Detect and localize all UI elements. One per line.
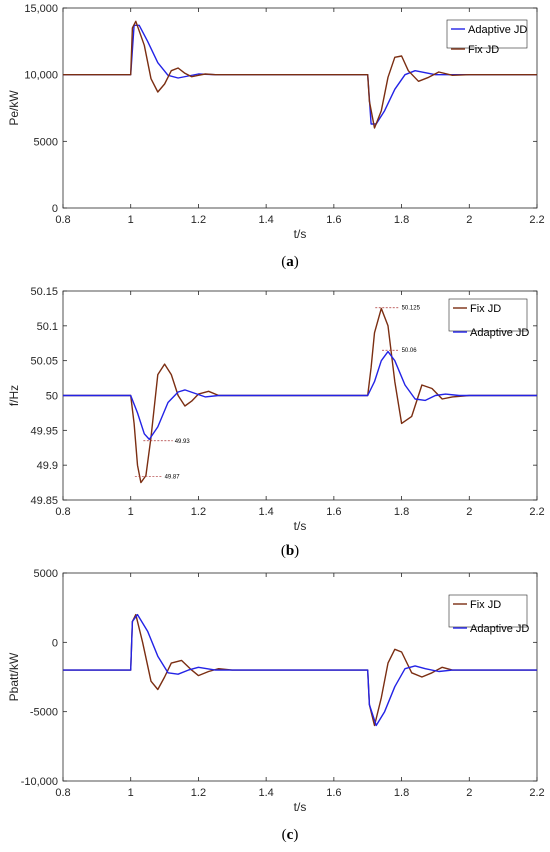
panel-caption: (b) [281, 543, 299, 559]
x-tick-label: 1 [128, 506, 134, 518]
caption-open: ( [282, 827, 287, 843]
legend-label: Adaptive JD [468, 24, 527, 36]
series-line-adaptive-jd [63, 613, 537, 727]
x-tick-label: 1.6 [326, 214, 341, 226]
y-axis-label: Pbatt/kW [7, 652, 21, 701]
y-tick-label: 0 [52, 637, 58, 649]
x-tick-label: 0.8 [55, 214, 70, 226]
legend: Adaptive JD Fix JD [446, 19, 528, 56]
annotation-label: 50.125 [402, 306, 421, 312]
annotation-label: 49.93 [175, 439, 191, 445]
legend: Fix JD Adaptive JD [448, 298, 529, 339]
x-tick-label: 2 [466, 506, 472, 518]
legend-label: Adaptive JD [470, 327, 529, 339]
chart-c: 0.8 1 1.2 1.4 1.6 1.8 2 2.2 -10,000 -5000 0 5000 t/s… [7, 568, 545, 843]
x-tick-label: 1.4 [258, 787, 273, 799]
caption-open: ( [281, 543, 286, 559]
legend-box [446, 19, 528, 49]
legend-box [448, 298, 528, 332]
x-axis-label: t/s [294, 800, 307, 814]
caption-letter: c [287, 827, 294, 843]
x-axis-label: t/s [294, 519, 307, 533]
y-tick-label: 49.85 [30, 495, 58, 507]
y-tick-label: 50.1 [37, 321, 58, 333]
y-tick-label: 49.9 [37, 460, 58, 472]
annotation-label: 49.87 [165, 474, 181, 480]
y-tick-label: 5000 [34, 136, 58, 148]
caption-close: ) [294, 543, 299, 559]
caption-letter: b [286, 543, 294, 559]
x-tick-label: 0.8 [55, 506, 70, 518]
y-tick-label: 50.05 [30, 356, 58, 368]
y-tick-label: -10,000 [21, 776, 58, 788]
annotation-label: 50.06 [402, 348, 418, 354]
x-tick-label: 2 [466, 214, 472, 226]
y-axis-label: Pe/kW [7, 90, 21, 126]
legend-label: Adaptive JD [470, 623, 529, 635]
y-axis-label: f/Hz [7, 385, 21, 406]
legend: Fix JD Adaptive JD [448, 594, 529, 635]
y-tick-label: 5000 [34, 568, 58, 580]
series-line-fix-jd [63, 20, 537, 129]
panel-caption: (c) [282, 827, 299, 843]
x-tick-label: 1.2 [191, 787, 206, 799]
caption-close: ) [294, 254, 299, 270]
y-tick-label: 50.15 [30, 286, 58, 298]
x-tick-label: 1.8 [394, 214, 409, 226]
y-tick-label: 50 [46, 391, 58, 403]
caption-open: ( [281, 254, 286, 270]
x-tick-label: 1.8 [394, 787, 409, 799]
x-tick-label: 1.4 [258, 506, 273, 518]
x-tick-label: 1.8 [394, 506, 409, 518]
x-axis-label: t/s [294, 227, 307, 241]
legend-label: Fix JD [470, 303, 501, 315]
legend-label: Fix JD [470, 599, 501, 611]
legend-box [448, 594, 528, 628]
x-tick-label: 1.4 [258, 214, 273, 226]
x-tick-label: 0.8 [55, 787, 70, 799]
series-line-adaptive-jd [63, 350, 537, 441]
x-tick-label: 1.6 [326, 787, 341, 799]
y-tick-label: 49.95 [30, 425, 58, 437]
x-tick-label: 1.2 [191, 506, 206, 518]
panel-caption: (a) [281, 254, 299, 270]
x-tick-label: 2.2 [529, 787, 544, 799]
chart-b: 0.8 1 1.2 1.4 1.6 1.8 2 2.2 49.85 49.9 49.95 50 50.0… [7, 286, 545, 559]
x-tick-label: 2.2 [529, 214, 544, 226]
x-tick-label: 2.2 [529, 506, 544, 518]
y-tick-label: 0 [52, 203, 58, 215]
x-tick-label: 1.6 [326, 506, 341, 518]
y-tick-label: -5000 [30, 707, 58, 719]
chart-a: 0.8 1 1.2 1.4 1.6 1.8 2 2.2 0 5000 10,000 15,000 t/s… [7, 3, 545, 270]
x-tick-label: 1 [128, 787, 134, 799]
y-tick-label: 10,000 [24, 70, 58, 82]
legend-label: Fix JD [468, 44, 499, 56]
x-tick-label: 2 [466, 787, 472, 799]
y-tick-label: 15,000 [24, 3, 58, 15]
caption-close: ) [293, 827, 298, 843]
x-tick-label: 1 [128, 214, 134, 226]
caption-letter: a [286, 254, 294, 270]
x-tick-label: 1.2 [191, 214, 206, 226]
